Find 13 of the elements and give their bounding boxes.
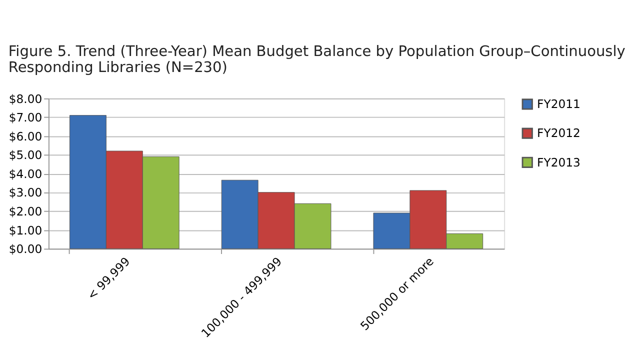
legend-label: FY2012 — [537, 126, 580, 140]
y-tick-label: $2.00 — [8, 204, 42, 218]
y-tick-label: $5.00 — [8, 148, 42, 162]
y-tick-label: $4.00 — [8, 166, 42, 181]
chart-title: Figure 5. Trend (Three-Year) Mean Budget Balance by Population Group–Continuously Responding Libraries (N=230) — [8, 44, 626, 76]
y-tick-label: $3.00 — [8, 186, 42, 200]
y-tick-label: $1.00 — [8, 223, 42, 238]
legend-label: FY2011 — [537, 97, 580, 112]
legend-label: FY2013 — [537, 155, 580, 170]
y-tick-label: $0.00 — [8, 242, 42, 256]
y-tick-label: $6.00 — [8, 129, 42, 144]
y-tick-label: $8.00 — [8, 92, 42, 106]
y-tick-label: $7.00 — [8, 110, 42, 125]
